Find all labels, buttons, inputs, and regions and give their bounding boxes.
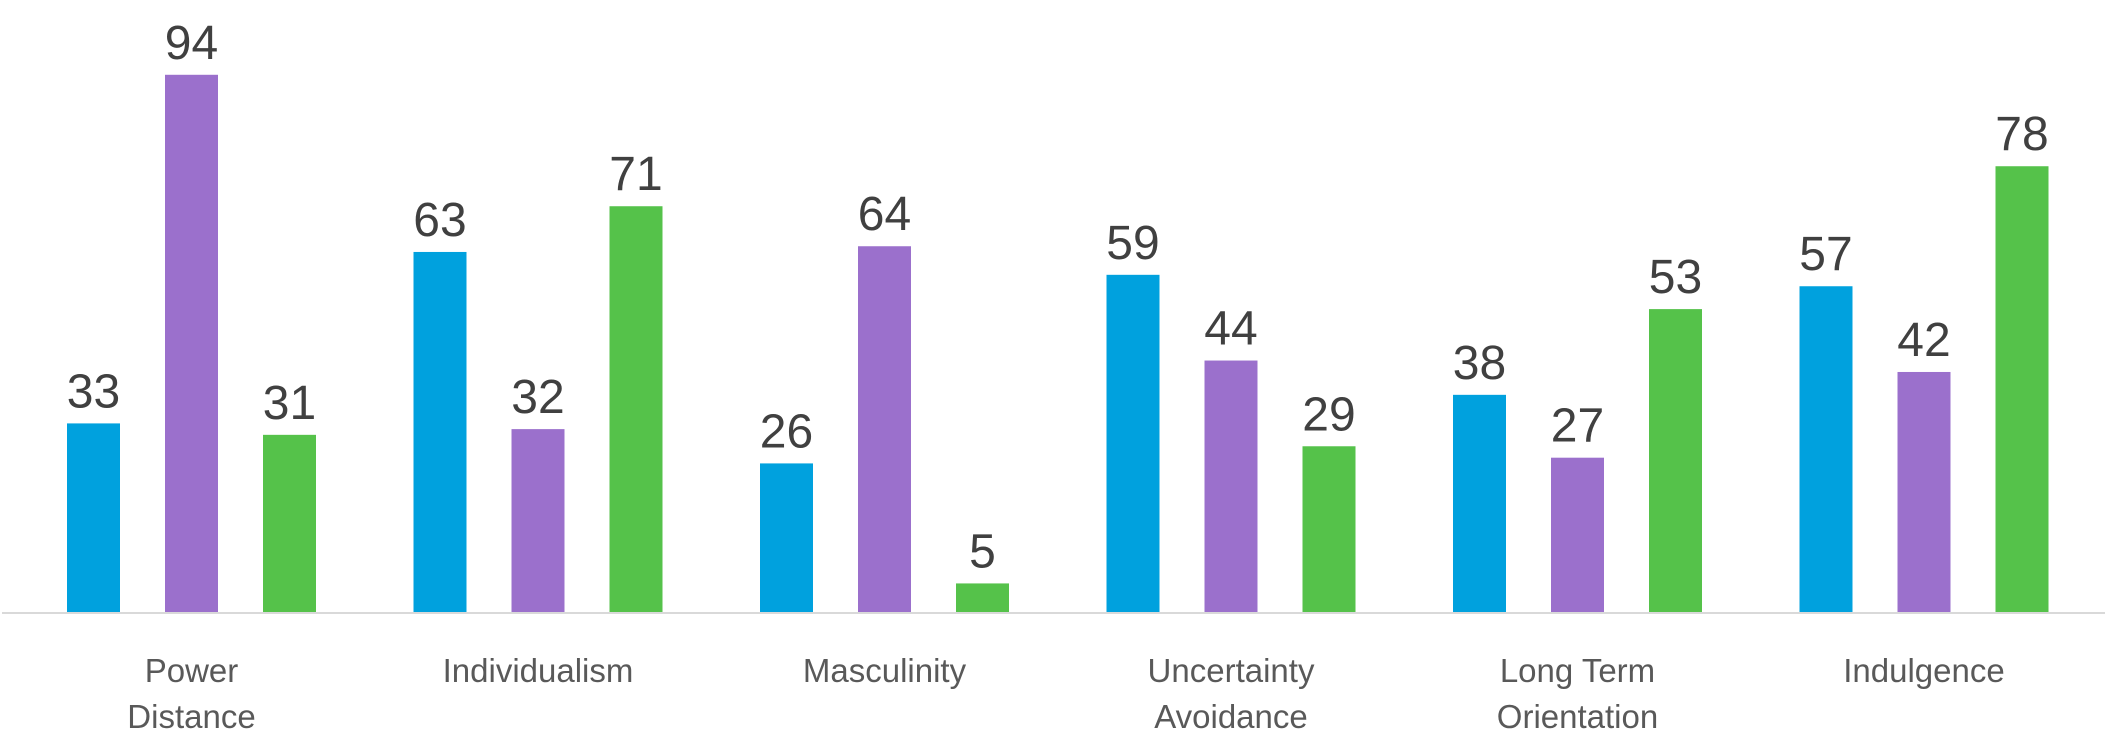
bar-value-label: 53 [1649, 251, 1702, 304]
value-labels-group: 33 94 31 63 32 71 26 64 5 59 44 29 38 27 53 57 42 78 [67, 17, 2049, 579]
bar-value-label: 94 [165, 17, 218, 70]
bar-value-label: 44 [1204, 303, 1257, 356]
category-label: Uncertainty Avoidance [1148, 652, 1315, 735]
bar-value-label: 27 [1551, 400, 1604, 453]
bar-value-label: 26 [760, 405, 813, 458]
category-label: Power Distance [127, 652, 255, 735]
category-label: Indulgence [1843, 652, 2004, 689]
bar [1106, 274, 1160, 612]
bar [1302, 446, 1356, 612]
bar [1453, 394, 1506, 612]
bar-value-label: 33 [67, 365, 120, 418]
bar-value-label: 29 [1302, 388, 1355, 441]
bar-value-label: 5 [969, 525, 996, 578]
bar-value-label: 78 [1995, 108, 2048, 161]
category-labels-group: Power Distance Individualism Masculinity Unc… [127, 652, 2004, 735]
bar [609, 206, 663, 613]
category-label: Individualism [443, 652, 634, 689]
bar-value-label: 38 [1453, 337, 1506, 390]
bar-value-label: 31 [263, 377, 316, 430]
bar [1995, 166, 2049, 613]
bar [760, 463, 813, 612]
bar [263, 434, 316, 612]
category-label: Long Term Orientation [1497, 652, 1658, 735]
bar [956, 583, 1009, 612]
bar-value-label: 63 [413, 194, 466, 247]
bar [1799, 286, 1853, 612]
bar [1204, 360, 1258, 612]
category-label: Masculinity [803, 652, 967, 689]
bar [1551, 457, 1604, 612]
bar-value-label: 59 [1106, 217, 1159, 270]
bar [165, 74, 218, 613]
bar [858, 246, 911, 613]
bar-value-label: 71 [609, 148, 662, 201]
bar [1897, 371, 1951, 612]
bar [1649, 309, 1702, 612]
bar-value-label: 64 [858, 188, 911, 241]
bar-value-label: 57 [1799, 228, 1852, 281]
bar-value-label: 42 [1897, 314, 1950, 367]
bar [511, 429, 565, 612]
bars-group [67, 74, 2049, 613]
bar [413, 251, 467, 612]
bar [67, 423, 120, 612]
bar-value-label: 32 [511, 371, 564, 424]
